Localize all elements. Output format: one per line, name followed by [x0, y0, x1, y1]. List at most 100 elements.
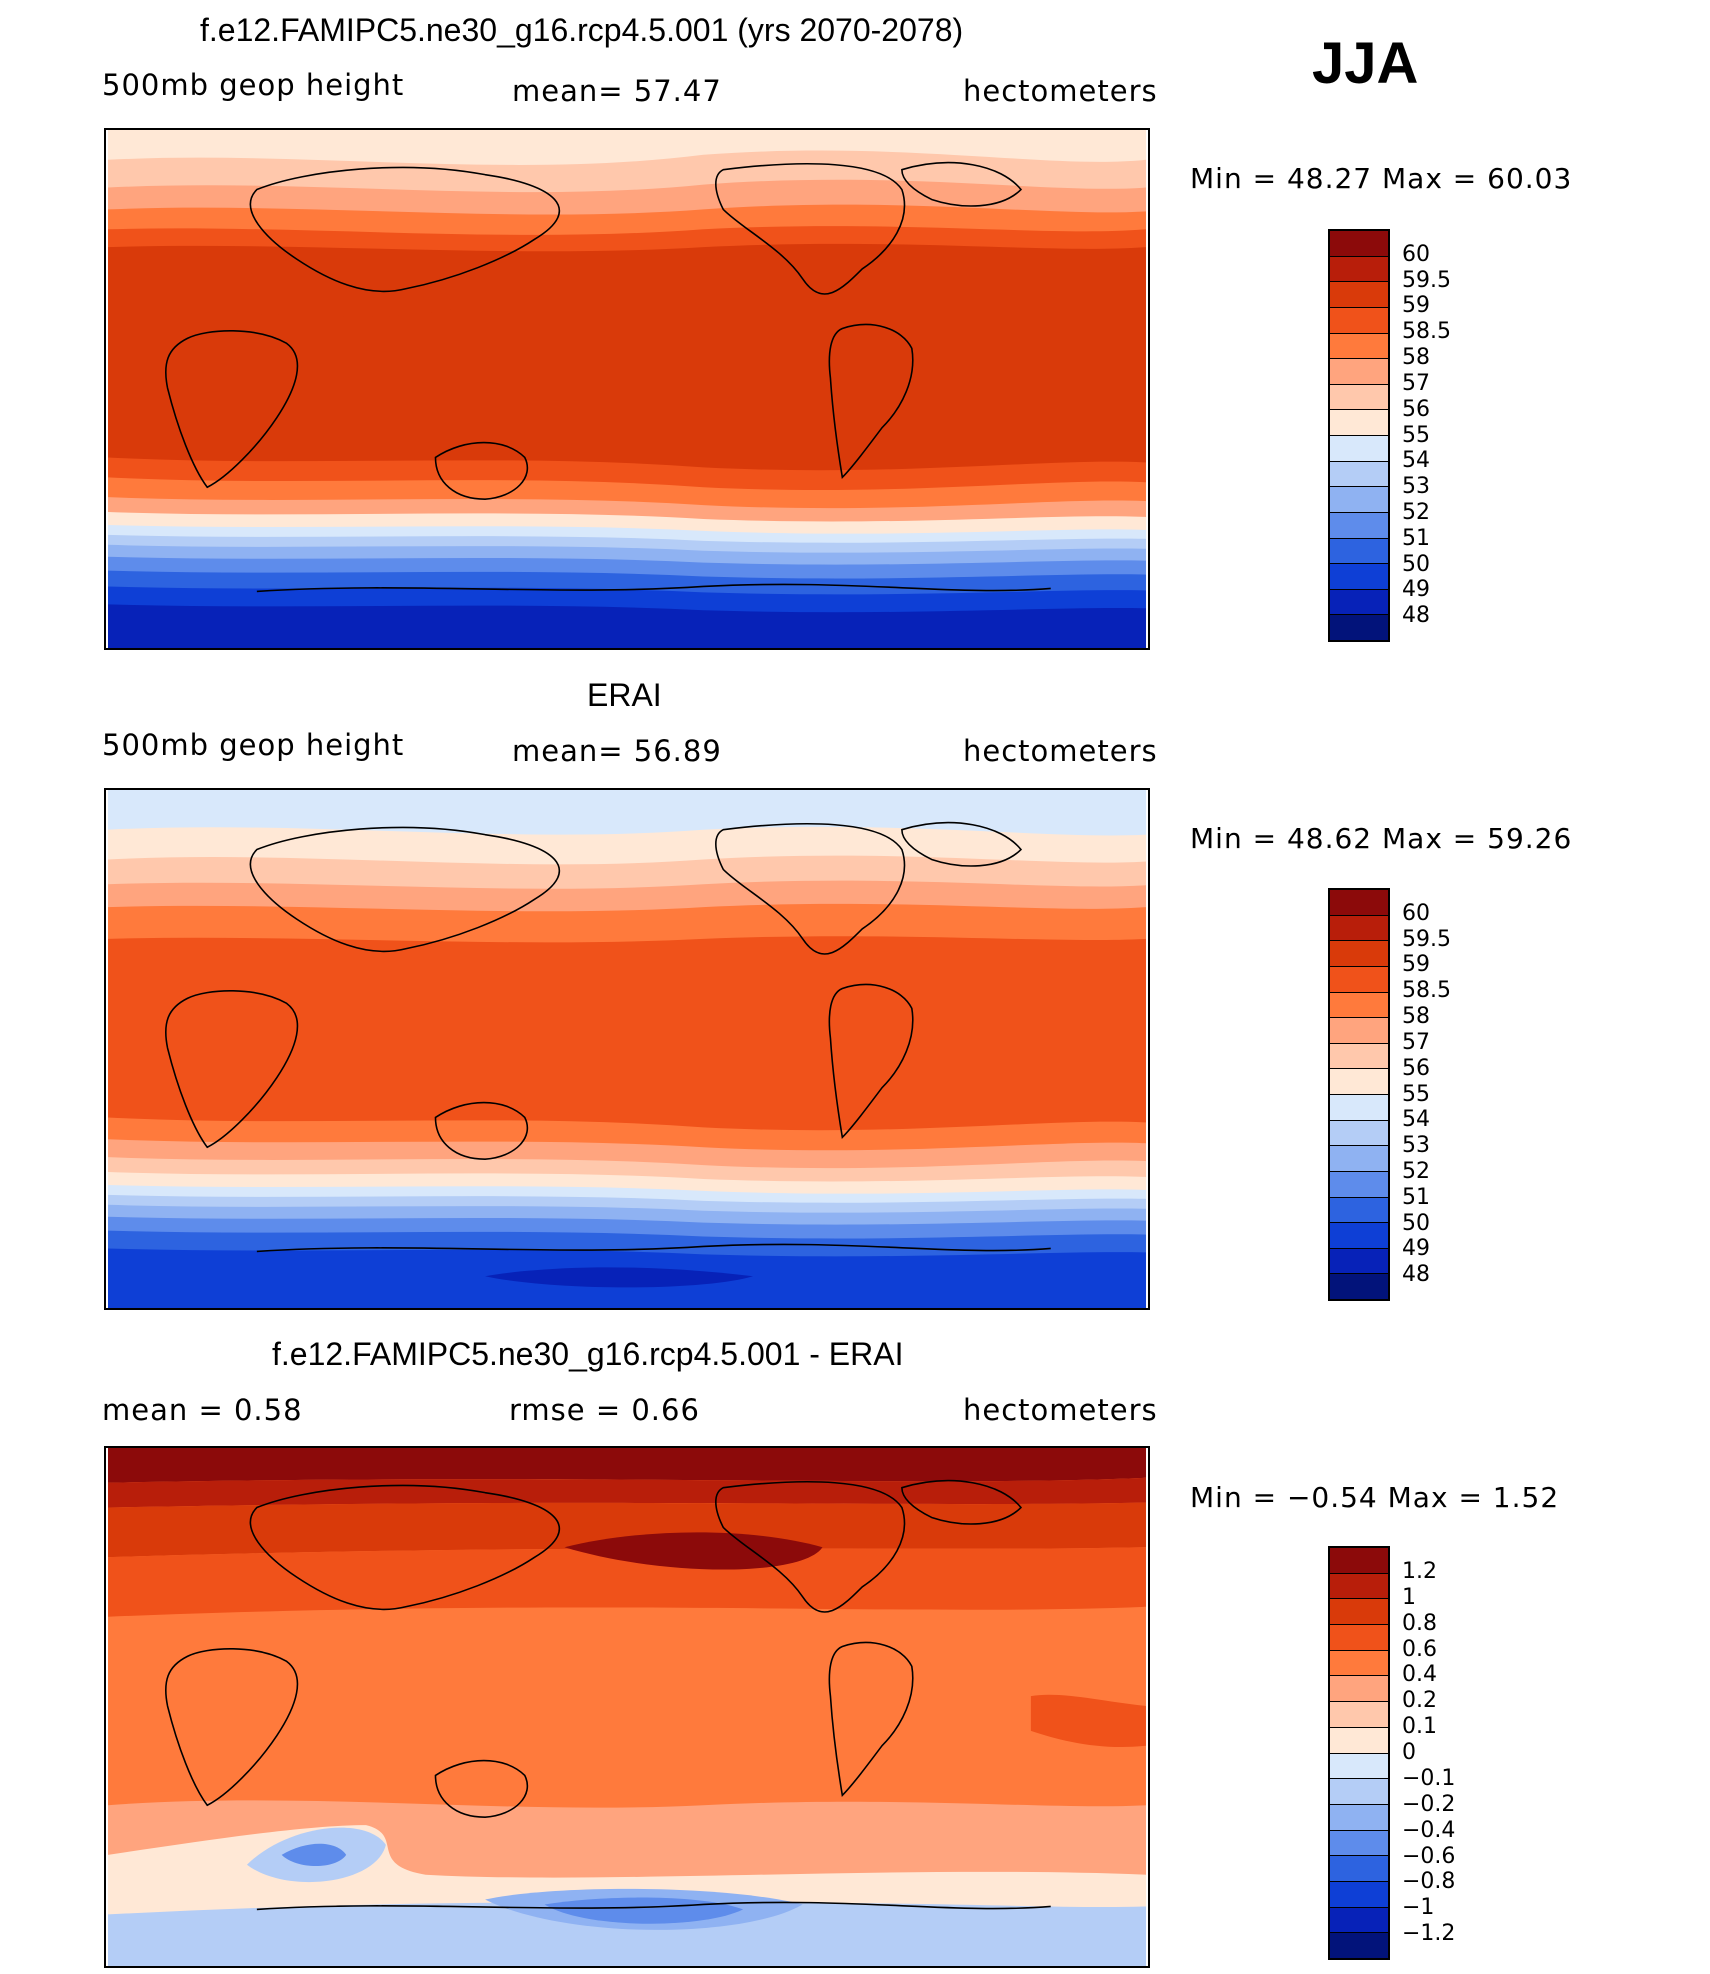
- colorbar-label: 53: [1402, 474, 1430, 500]
- panel-2-colorbar: [1328, 888, 1390, 1301]
- panel-3-rmse-label: rmse = 0.66: [509, 1393, 700, 1427]
- colorbar-box: [1330, 1599, 1388, 1626]
- colorbar-box: [1330, 1804, 1388, 1831]
- colorbar-label: 1: [1402, 1584, 1416, 1610]
- colorbar-label: 58: [1402, 345, 1430, 371]
- panel-3-colorbar: [1328, 1546, 1390, 1960]
- colorbar-box: [1330, 231, 1388, 257]
- panel-1-map: [104, 128, 1150, 650]
- colorbar-box: [1330, 512, 1388, 539]
- colorbar-box: [1330, 487, 1388, 513]
- panel-2-map: [104, 788, 1150, 1310]
- colorbar-box: [1330, 1933, 1388, 1958]
- colorbar-label: −1.2: [1402, 1921, 1456, 1947]
- colorbar-box: [1330, 1779, 1388, 1805]
- colorbar-label: 55: [1402, 1081, 1430, 1107]
- colorbar-box: [1330, 1043, 1388, 1070]
- colorbar-box: [1330, 1881, 1388, 1908]
- colorbar-label: −0.8: [1402, 1869, 1456, 1895]
- colorbar-box: [1330, 1223, 1388, 1249]
- panel-2-min-max: Min = 48.62 Max = 59.26: [1190, 822, 1573, 855]
- colorbar-box: [1330, 461, 1388, 488]
- colorbar-box: [1330, 1548, 1388, 1574]
- colorbar-label: 55: [1402, 422, 1430, 448]
- colorbar-label: 59.5: [1402, 267, 1451, 293]
- colorbar-box: [1330, 436, 1388, 462]
- colorbar-label: 1.2: [1402, 1558, 1437, 1584]
- colorbar-label: 51: [1402, 1184, 1430, 1210]
- panel-2-units-label: hectometers: [963, 734, 1158, 768]
- colorbar-box: [1330, 1274, 1388, 1299]
- colorbar-label: 0.8: [1402, 1610, 1437, 1636]
- colorbar-label: 0.2: [1402, 1688, 1437, 1714]
- colorbar-label: 49: [1402, 1236, 1430, 1262]
- colorbar-box: [1330, 1095, 1388, 1121]
- colorbar-box: [1330, 564, 1388, 590]
- colorbar-label: 50: [1402, 1210, 1430, 1236]
- colorbar-box: [1330, 1248, 1388, 1275]
- colorbar-box: [1330, 410, 1388, 436]
- colorbar-label: 59.5: [1402, 926, 1451, 952]
- colorbar-label: 58: [1402, 1004, 1430, 1030]
- colorbar-label: 0: [1402, 1740, 1416, 1765]
- panel-2-variable-label: 500mb geop height: [102, 728, 405, 762]
- colorbar-box: [1330, 1676, 1388, 1703]
- colorbar-label: 0.6: [1402, 1636, 1437, 1662]
- colorbar-label: −0.4: [1402, 1817, 1456, 1843]
- panel-1-min-max: Min = 48.27 Max = 60.03: [1190, 162, 1573, 195]
- colorbar-box: [1330, 1069, 1388, 1095]
- colorbar-label: 53: [1402, 1133, 1430, 1159]
- panel-3-title: f.e12.FAMIPC5.ne30_g16.rcp4.5.001 - ERAI: [272, 1336, 904, 1372]
- panel-3-map: [104, 1446, 1150, 1968]
- colorbar-box: [1330, 1907, 1388, 1934]
- colorbar-box: [1330, 282, 1388, 308]
- season-label: JJA: [1312, 31, 1419, 96]
- colorbar-box: [1330, 1197, 1388, 1224]
- panel-1-title: f.e12.FAMIPC5.ne30_g16.rcp4.5.001 (yrs 2…: [200, 12, 964, 48]
- colorbar-label: −1: [1402, 1895, 1435, 1921]
- colorbar-box: [1330, 1120, 1388, 1147]
- colorbar-box: [1330, 890, 1388, 916]
- colorbar-box: [1330, 538, 1388, 565]
- colorbar-label: 54: [1402, 448, 1430, 474]
- colorbar-label: −0.6: [1402, 1843, 1456, 1869]
- panel-1-units-label: hectometers: [963, 74, 1158, 108]
- colorbar-label: 58.5: [1402, 319, 1451, 345]
- colorbar-box: [1330, 256, 1388, 283]
- colorbar-box: [1330, 941, 1388, 967]
- panel-1-mean-label: mean= 57.47: [512, 74, 722, 108]
- colorbar-label: 59: [1402, 293, 1430, 319]
- colorbar-box: [1330, 966, 1388, 993]
- colorbar-label: 0.1: [1402, 1714, 1437, 1740]
- colorbar-label: 50: [1402, 551, 1430, 577]
- colorbar-label: 59: [1402, 952, 1430, 978]
- colorbar-box: [1330, 589, 1388, 616]
- colorbar-label: 54: [1402, 1107, 1430, 1133]
- colorbar-box: [1330, 333, 1388, 360]
- colorbar-label: −0.1: [1402, 1765, 1456, 1791]
- panel-1-colorbar: [1328, 229, 1390, 642]
- colorbar-box: [1330, 992, 1388, 1019]
- colorbar-label: 56: [1402, 1055, 1430, 1081]
- colorbar-box: [1330, 1171, 1388, 1198]
- colorbar-box: [1330, 359, 1388, 385]
- colorbar-label: 57: [1402, 370, 1430, 396]
- colorbar-box: [1330, 1727, 1388, 1754]
- colorbar-label: 56: [1402, 396, 1430, 422]
- panel-3-mean-label: mean = 0.58: [102, 1393, 303, 1427]
- colorbar-box: [1330, 1018, 1388, 1044]
- colorbar-box: [1330, 1573, 1388, 1600]
- panel-2-title: ERAI: [587, 677, 662, 713]
- colorbar-box: [1330, 1625, 1388, 1651]
- panel-3-min-max: Min = −0.54 Max = 1.52: [1190, 1481, 1560, 1514]
- colorbar-box: [1330, 384, 1388, 411]
- colorbar-box: [1330, 615, 1388, 640]
- colorbar-label: 52: [1402, 1158, 1430, 1184]
- colorbar-label: 0.4: [1402, 1662, 1437, 1688]
- colorbar-box: [1330, 915, 1388, 942]
- colorbar-label: −0.2: [1402, 1791, 1456, 1817]
- panel-2-mean-label: mean= 56.89: [512, 734, 722, 768]
- colorbar-label: 52: [1402, 499, 1430, 525]
- colorbar-label: 57: [1402, 1029, 1430, 1055]
- colorbar-label: 58.5: [1402, 978, 1451, 1004]
